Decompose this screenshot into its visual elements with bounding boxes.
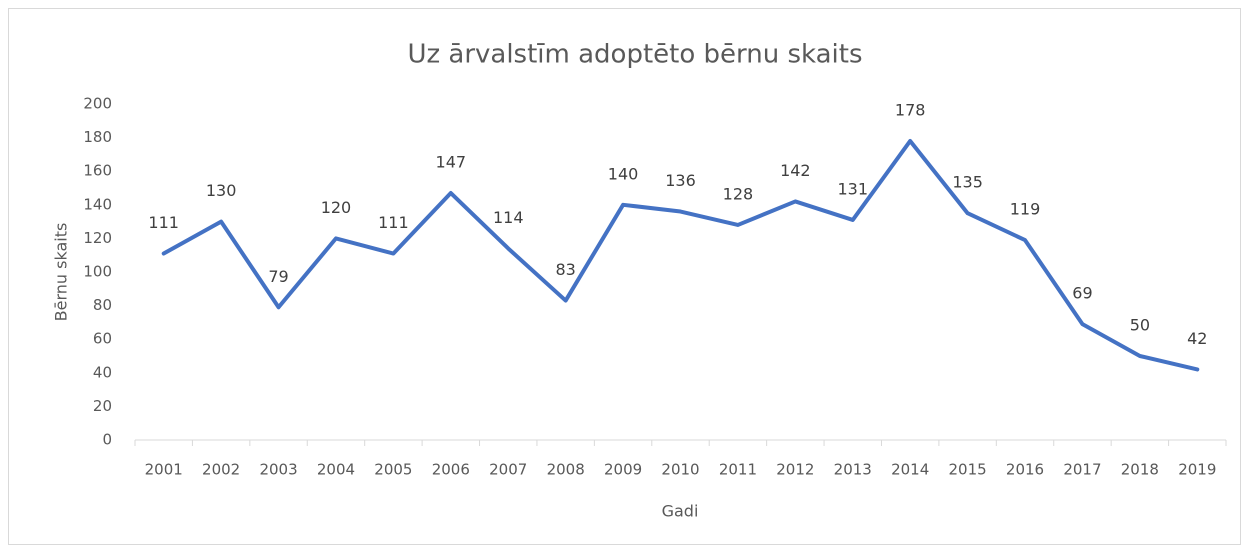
x-tick-label: 2011: [719, 461, 757, 479]
data-label: 114: [493, 208, 524, 227]
data-label: 131: [837, 179, 868, 198]
x-tick-label: 2005: [374, 461, 412, 479]
x-tick-label: 2019: [1178, 461, 1216, 479]
data-label: 119: [1010, 200, 1041, 219]
y-tick-label: 200: [83, 95, 112, 113]
data-label: 42: [1187, 329, 1207, 348]
y-tick-label: 0: [102, 431, 112, 449]
data-label: 69: [1072, 284, 1092, 303]
y-tick-label: 40: [93, 363, 112, 381]
x-tick-label: 2017: [1063, 461, 1101, 479]
y-tick-label: 120: [83, 229, 112, 247]
data-label: 128: [723, 184, 754, 203]
y-tick-label: 20: [93, 397, 112, 415]
data-label: 140: [608, 164, 639, 183]
x-tick-label: 2013: [834, 461, 872, 479]
x-tick-label: 2007: [489, 461, 527, 479]
x-tick-label: 2010: [661, 461, 699, 479]
x-tick-label: 2018: [1121, 461, 1159, 479]
data-label: 111: [148, 213, 179, 232]
data-label: 136: [665, 171, 696, 190]
x-tick-label: 2016: [1006, 461, 1044, 479]
data-label: 130: [206, 181, 237, 200]
x-tick-label: 2015: [949, 461, 987, 479]
data-label: 83: [555, 260, 575, 279]
y-tick-label: 180: [83, 128, 112, 146]
y-tick-label: 140: [83, 195, 112, 213]
x-tick-label: 2006: [432, 461, 470, 479]
y-tick-label: 60: [93, 330, 112, 348]
data-label: 142: [780, 161, 811, 180]
data-label: 79: [268, 267, 288, 286]
y-tick-label: 80: [93, 296, 112, 314]
y-tick-label: 100: [83, 263, 112, 281]
data-label: 50: [1130, 316, 1150, 335]
data-line: [161, 138, 1200, 372]
x-axis-label: Gadi: [662, 502, 699, 521]
data-label: 147: [436, 153, 467, 172]
x-tick-label: 2008: [547, 461, 585, 479]
y-axis-label: Bērnu skaits: [52, 223, 71, 322]
data-label: 135: [952, 173, 983, 192]
y-tick-label: 160: [83, 162, 112, 180]
chart-border: [8, 8, 1241, 545]
x-tick-label: 2009: [604, 461, 642, 479]
x-tick-label: 2012: [776, 461, 814, 479]
x-tick-label: 2003: [259, 461, 297, 479]
chart-title: Uz ārvalstīm adoptēto bērnu skaits: [407, 40, 862, 70]
x-tick-label: 2001: [145, 461, 183, 479]
data-label: 120: [321, 198, 352, 217]
x-tick-label: 2014: [891, 461, 929, 479]
x-tick-label: 2002: [202, 461, 240, 479]
data-label: 178: [895, 100, 926, 119]
data-label: 111: [378, 213, 409, 232]
x-tick-label: 2004: [317, 461, 355, 479]
